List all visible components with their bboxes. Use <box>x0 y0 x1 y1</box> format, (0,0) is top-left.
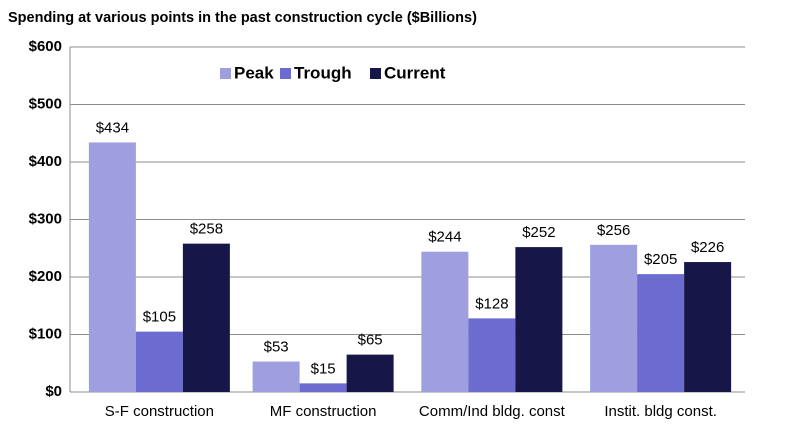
x-tick-label: S-F construction <box>105 403 214 420</box>
bar <box>421 251 469 392</box>
bar <box>88 142 136 392</box>
bar <box>252 361 300 392</box>
x-tick-label: Instit. bldg const. <box>604 403 717 420</box>
value-label: $258 <box>190 221 223 238</box>
value-label: $252 <box>522 224 555 241</box>
value-label: $226 <box>691 239 724 256</box>
x-tick-label: MF construction <box>270 403 377 420</box>
y-tick-label: $300 <box>29 210 62 227</box>
bar <box>684 262 732 392</box>
value-label: $128 <box>475 295 508 312</box>
value-label: $105 <box>143 309 176 326</box>
legend-swatch <box>280 68 291 79</box>
value-label: $256 <box>597 222 630 239</box>
bar <box>468 318 516 392</box>
bar <box>299 383 347 392</box>
bar <box>182 243 230 392</box>
legend-label: Current <box>384 63 446 82</box>
bar <box>515 247 563 392</box>
legend-label: Peak <box>234 63 274 82</box>
bar <box>135 331 183 392</box>
y-tick-label: $100 <box>29 325 62 342</box>
legend-swatch <box>370 68 381 79</box>
y-tick-label: $600 <box>29 38 62 55</box>
x-tick-label: Comm/Ind bldg. const <box>419 403 566 420</box>
legend-swatch <box>220 68 231 79</box>
value-label: $65 <box>358 332 383 349</box>
legend-label: Trough <box>294 63 352 82</box>
y-tick-label: $0 <box>45 383 62 400</box>
bar <box>346 354 394 392</box>
bar <box>637 274 685 392</box>
chart-title: Spending at various points in the past c… <box>8 10 477 26</box>
value-label: $15 <box>311 360 336 377</box>
y-tick-label: $500 <box>29 95 62 112</box>
value-label: $53 <box>264 338 289 355</box>
value-label: $244 <box>428 229 461 246</box>
y-tick-label: $200 <box>29 268 62 285</box>
y-tick-label: $400 <box>29 153 62 170</box>
bar <box>590 244 638 392</box>
value-label: $205 <box>644 251 677 268</box>
value-label: $434 <box>96 119 129 136</box>
